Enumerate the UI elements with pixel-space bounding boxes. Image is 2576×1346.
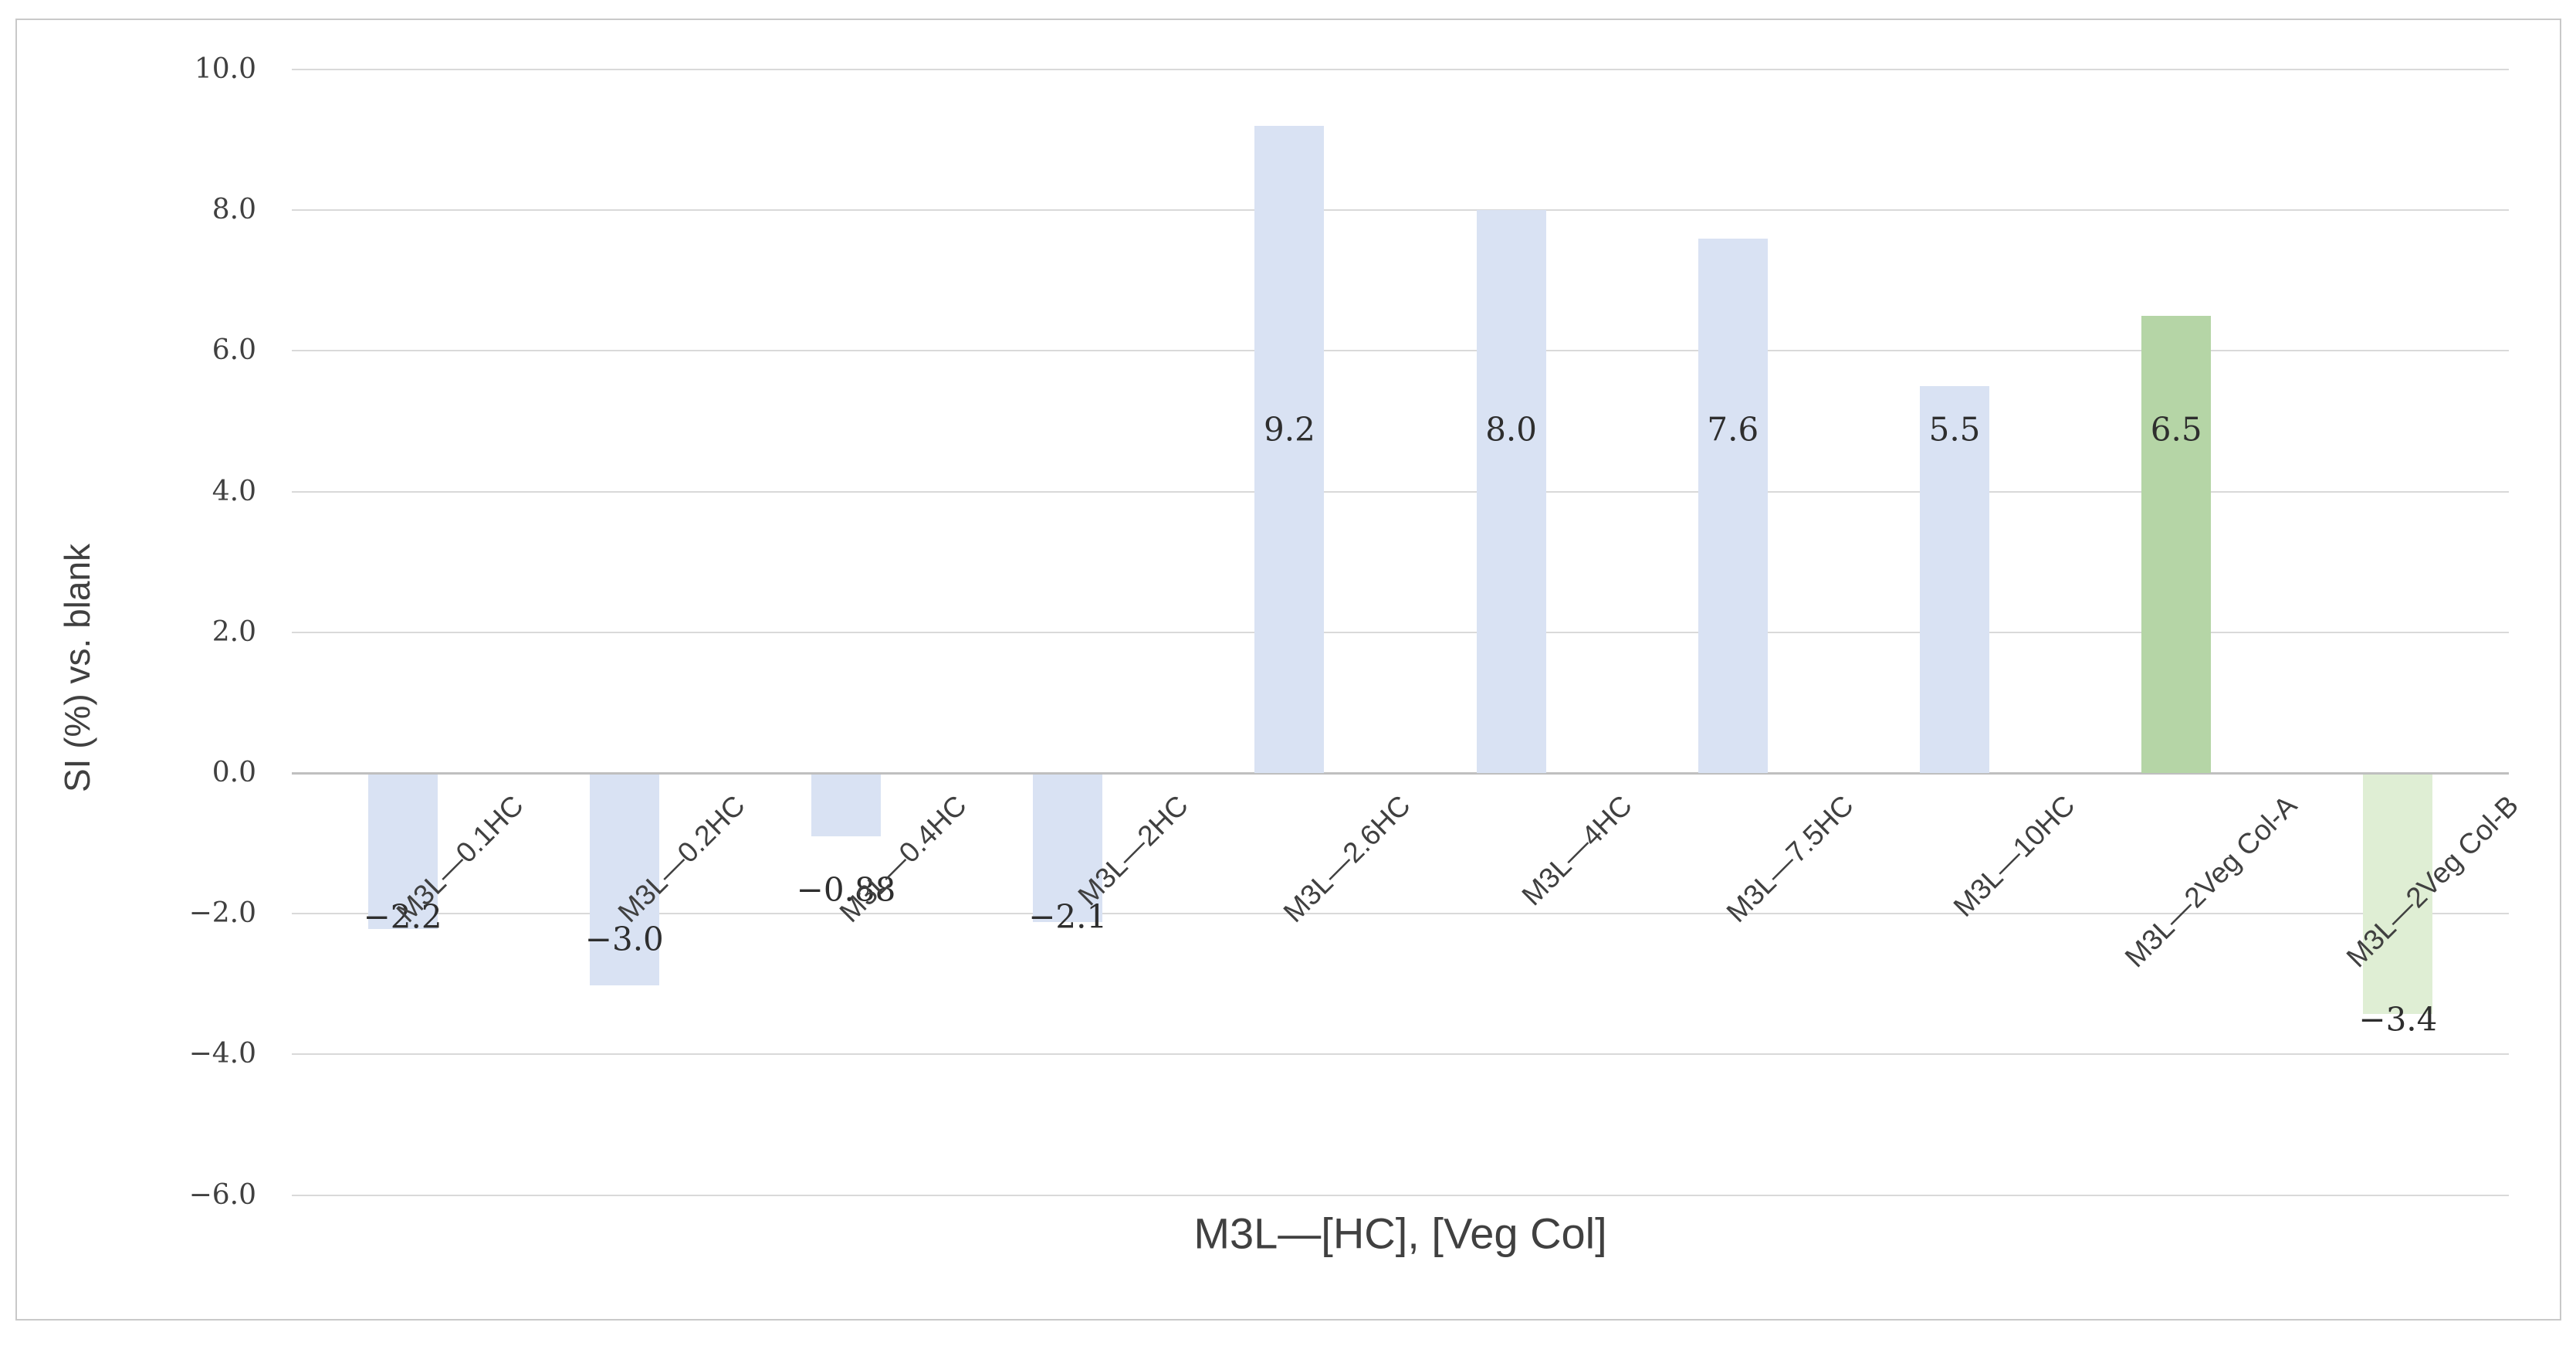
- category-label: M3L—2Veg Col-A: [2118, 789, 2304, 974]
- bar-M3L—7.5HC: [1698, 238, 1768, 773]
- bar-M3L—0.1HC: [367, 775, 438, 930]
- gridline: [292, 209, 2509, 212]
- y-tick-label: 6.0: [212, 334, 256, 367]
- y-tick-label: −6.0: [188, 1178, 256, 1211]
- bar-M3L—2.6HC: [1254, 125, 1325, 773]
- y-tick-label: 0.0: [212, 757, 256, 788]
- bar-M3L—10HC: [1920, 385, 1989, 773]
- bar-M3L—4HC: [1476, 210, 1546, 773]
- value-label: −0.88: [796, 870, 896, 909]
- bar-M3L—2Veg Col-B: [2363, 775, 2433, 1014]
- bar-M3L—0.2HC: [589, 775, 659, 986]
- bar-M3L—2Veg Col-A: [2141, 315, 2212, 773]
- bar-M3L—0.4HC: [811, 775, 881, 837]
- value-label: −2.2: [363, 897, 442, 936]
- value-label: −3.0: [584, 920, 664, 958]
- value-label: 9.2: [1263, 410, 1315, 449]
- value-label: 8.0: [1485, 410, 1537, 449]
- value-label: −2.1: [1028, 897, 1108, 936]
- category-label: M3L—7.5HC: [1720, 789, 1860, 929]
- y-tick-label: −4.0: [188, 1038, 256, 1070]
- gridline: [292, 350, 2509, 352]
- y-tick-label: −2.0: [188, 897, 256, 930]
- value-label: 5.5: [1928, 410, 1981, 449]
- gridline: [292, 1194, 2509, 1196]
- category-label: M3L—2.6HC: [1277, 789, 1417, 929]
- y-tick-label: 10.0: [194, 53, 256, 85]
- y-tick-label: 2.0: [212, 615, 256, 648]
- gridline: [292, 1053, 2509, 1056]
- y-tick-label: 8.0: [212, 194, 256, 226]
- bar-M3L—2HC: [1033, 775, 1103, 923]
- x-axis-zero-line: [292, 772, 2509, 775]
- category-label: M3L—10HC: [1948, 789, 2081, 923]
- value-label: 7.6: [1707, 410, 1759, 449]
- gridline: [292, 631, 2509, 633]
- gridline: [292, 490, 2509, 493]
- y-axis-title: SI (%) vs. blank: [57, 543, 97, 793]
- gridline: [292, 69, 2509, 70]
- value-label: 6.5: [2150, 410, 2202, 449]
- y-tick-label: 4.0: [212, 475, 256, 507]
- gridline: [292, 913, 2509, 915]
- value-label: −3.4: [2358, 1000, 2438, 1039]
- category-label: M3L—4HC: [1515, 789, 1638, 912]
- x-axis-title: M3L—[HC], [Veg Col]: [1193, 1209, 1607, 1258]
